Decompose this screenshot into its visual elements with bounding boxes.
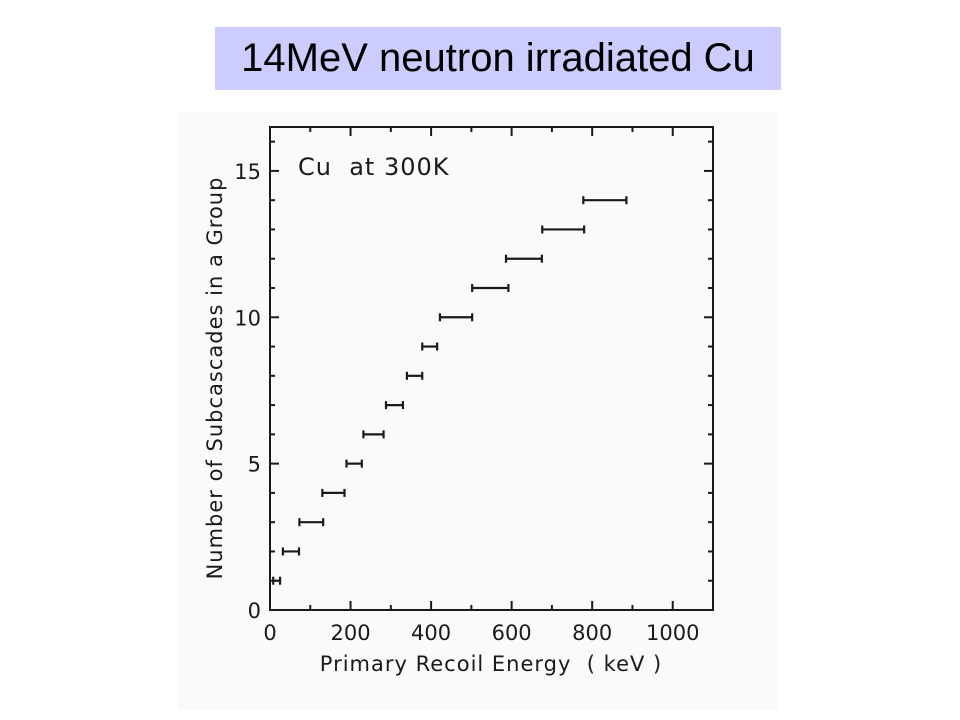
range-bar xyxy=(438,313,474,322)
slide-title-box: 14MeV neutron irradiated Cu xyxy=(215,27,781,90)
plot-area: 0 200 400 600 800 1000 0 5 10 15 Cu at 300K Prim… xyxy=(203,126,714,676)
range-bar xyxy=(541,225,586,234)
x-tick-label: 0 xyxy=(263,621,276,645)
x-axis: 0 200 400 600 800 1000 xyxy=(263,127,714,645)
range-bar xyxy=(582,196,628,205)
y-tick-label: 5 xyxy=(248,453,261,477)
range-bar xyxy=(281,547,301,556)
slide-title: 14MeV neutron irradiated Cu xyxy=(241,36,755,80)
y-axis: 0 5 10 15 xyxy=(234,140,713,623)
y-tick-label: 15 xyxy=(234,160,261,184)
x-tick-label: 600 xyxy=(492,621,532,645)
range-bar xyxy=(421,342,439,351)
range-bar xyxy=(504,254,543,263)
y-tick-label: 0 xyxy=(248,599,261,623)
data-marks xyxy=(272,196,628,585)
range-bar xyxy=(405,371,424,380)
y-tick-label: 10 xyxy=(234,306,261,330)
range-bar xyxy=(362,430,385,439)
x-tick-label: 400 xyxy=(411,621,451,645)
range-bar xyxy=(384,401,404,410)
x-tick-label: 200 xyxy=(330,621,370,645)
range-bar xyxy=(298,518,325,527)
x-tick-label: 1000 xyxy=(646,621,699,645)
plot-frame xyxy=(269,126,714,611)
x-tick-label: 800 xyxy=(572,621,612,645)
x-axis-label: Primary Recoil Energy ( keV ) xyxy=(320,652,662,676)
range-bar xyxy=(321,488,346,497)
range-bar xyxy=(272,576,282,585)
range-bar xyxy=(345,459,363,468)
range-bar xyxy=(471,284,510,292)
y-axis-label: Number of Subcascades in a Group xyxy=(203,177,227,580)
chart-annotation: Cu at 300K xyxy=(298,153,450,181)
